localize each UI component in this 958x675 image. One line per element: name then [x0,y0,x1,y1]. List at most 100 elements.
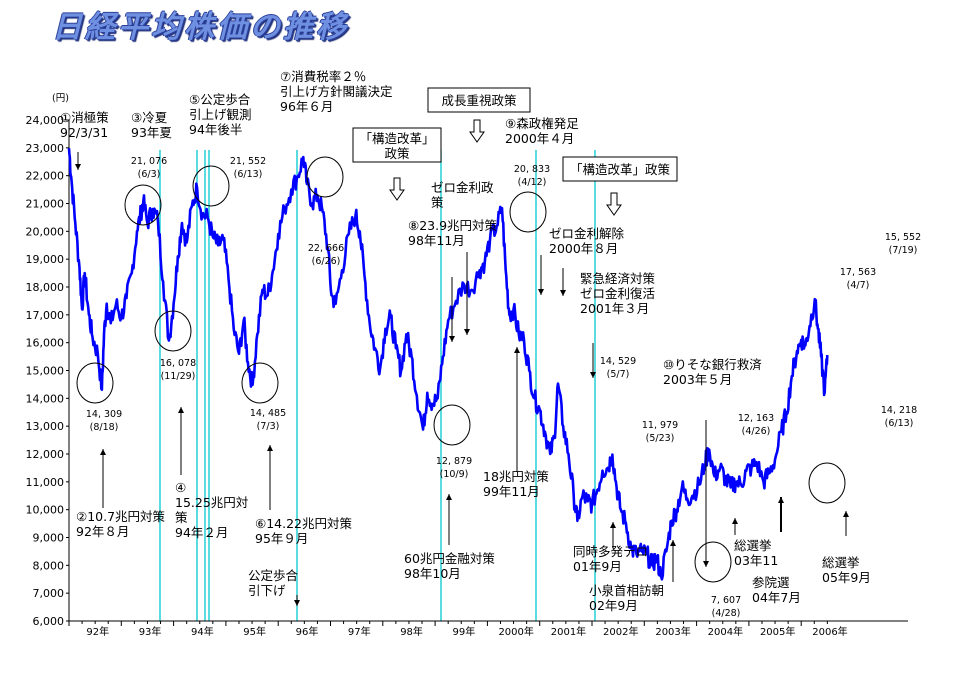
annotation-e4: 15.25兆円対 [175,495,248,510]
y-tick-label: 11,000 [26,476,65,489]
x-tick-label: 99年 [452,625,475,638]
date-label: (11/29) [161,371,196,382]
x-tick-label: 94年 [191,625,214,638]
annotation-e4: 94年２月 [175,525,228,540]
value-label: 16, 078 [160,358,196,369]
annotation-e3: 93年夏 [131,125,172,140]
turning-point-circle [124,184,162,226]
annotation-e8b: 策 [431,195,444,210]
turning-point-circle [808,462,846,504]
x-tick-label: 97年 [348,625,371,638]
annotation-terror: 01年9月 [573,559,622,574]
annotation-emergency-measures: ゼロ金利復活 [580,286,655,301]
annotation-e10: 2003年５月 [663,372,732,387]
annotation-election-03: 03年11 [734,553,778,568]
arrow-upper-house-head [778,497,784,503]
value-label: 15, 552 [885,232,921,243]
arrow-e6-head [267,445,273,451]
turning-point-circle [192,165,230,207]
x-tick-label: 92年 [86,625,109,638]
y-tick-label: 23,000 [26,142,65,155]
value-label: 11, 979 [642,420,678,431]
x-tick-label: 98年 [400,625,423,638]
turning-point-circle [154,310,192,352]
x-tick-label: 96年 [296,625,319,638]
annotation-e18: 99年11月 [483,484,540,499]
annotation-koizumi-visit: 02年9月 [589,598,638,613]
annotation-e9: ⑨森政権発足 [505,116,579,131]
annotation-e2: ②10.7兆円対策 [76,509,166,524]
y-tick-label: 22,000 [26,170,65,183]
date-label: (8/18) [90,422,119,433]
y-tick-label: 9,000 [33,532,65,545]
arrow-terror-head [610,522,616,528]
value-label: 17, 563 [840,267,876,278]
policy-arrow [469,119,485,143]
arrow-election-03-head [732,518,738,524]
annotation-emergency-measures: 緊急経済対策 [580,271,656,286]
annotation-e6: ⑥14.22兆円対策 [255,516,352,531]
y-tick-label: 21,000 [26,198,65,211]
x-tick-label: 95年 [243,625,266,638]
y-tick-label: 19,000 [26,253,65,266]
value-label: 14, 309 [86,409,122,420]
date-label: (4/28) [712,608,741,619]
y-tick-label: 18,000 [26,281,65,294]
annotation-e2: 92年８月 [76,524,129,539]
turning-point-circle [433,404,471,446]
y-tick-label: 17,000 [26,309,65,322]
annotation-e8: 98年11月 [408,233,465,248]
value-label: 21, 552 [230,156,266,167]
y-unit-label: (円) [52,93,69,104]
annotation-e7: ⑦消費税率２％ [280,69,366,84]
x-tick-label: 2001年 [551,625,586,638]
policy-arrow [606,192,622,216]
annotation-e9: 2000年４月 [505,131,574,146]
date-label: (4/26) [742,426,771,437]
annotation-e1: 92/3/31 [60,125,108,140]
annotation-e8b: ゼロ金利政 [431,180,494,195]
policy-box-2 [427,87,531,113]
policy-box-3-label: 「構造改革」政策 [570,162,671,177]
turning-point-circle [509,191,547,233]
annotation-e7: 引上げ方針閣議決定 [280,84,393,99]
policy-box-1-label: 「構造改革」 [359,131,434,146]
annotation-e5: ⑤公定歩合 [189,92,251,107]
y-tick-label: 10,000 [26,504,65,517]
annotation-e5: 引上げ観測 [189,107,252,122]
x-tick-label: 2006年 [812,625,847,638]
policy-arrow [389,177,405,201]
arrow-e8-head [449,336,455,342]
x-tick-label: 93年 [139,625,162,638]
annotation-e4: 策 [175,510,188,525]
value-label: 12, 879 [436,456,472,467]
y-tick-label: 13,000 [26,420,65,433]
annotation-election-05: 総選挙 [822,555,860,570]
policy-box-1-label: 政策 [384,146,410,161]
turning-point-circle [241,362,279,404]
annotation-e60: 98年10月 [404,566,461,581]
annotation-terror: 同時多発テロ [573,544,648,559]
annotation-e4: ④ [175,480,186,495]
y-tick-label: 20,000 [26,225,65,238]
date-label: (7/3) [257,421,280,432]
arrow-emergency-head [560,290,566,296]
annotation-e1: ①消極策 [60,110,109,125]
annotation-e8: ⑧23.9兆円対策 [408,218,498,233]
date-label: (5/23) [646,433,675,444]
arrow-e18-head [514,347,520,353]
x-tick-label: 2000年 [498,625,533,638]
arrow-e60-head [446,494,452,500]
value-label: 22, 666 [308,243,344,254]
arrow-e10-head [703,561,709,567]
y-tick-label: 16,000 [26,337,65,350]
turning-point-circle [306,156,344,198]
arrow-e6b-head [294,600,300,606]
annotation-zero-rate-end: ゼロ金利解除 [549,226,625,241]
annotation-upper-house: 参院選 [752,575,790,590]
value-label: 14, 218 [881,405,917,416]
x-tick-label: 2004年 [708,625,743,638]
arrow-e10-left-head [590,372,596,378]
annotation-e7: 96年６月 [280,99,333,114]
